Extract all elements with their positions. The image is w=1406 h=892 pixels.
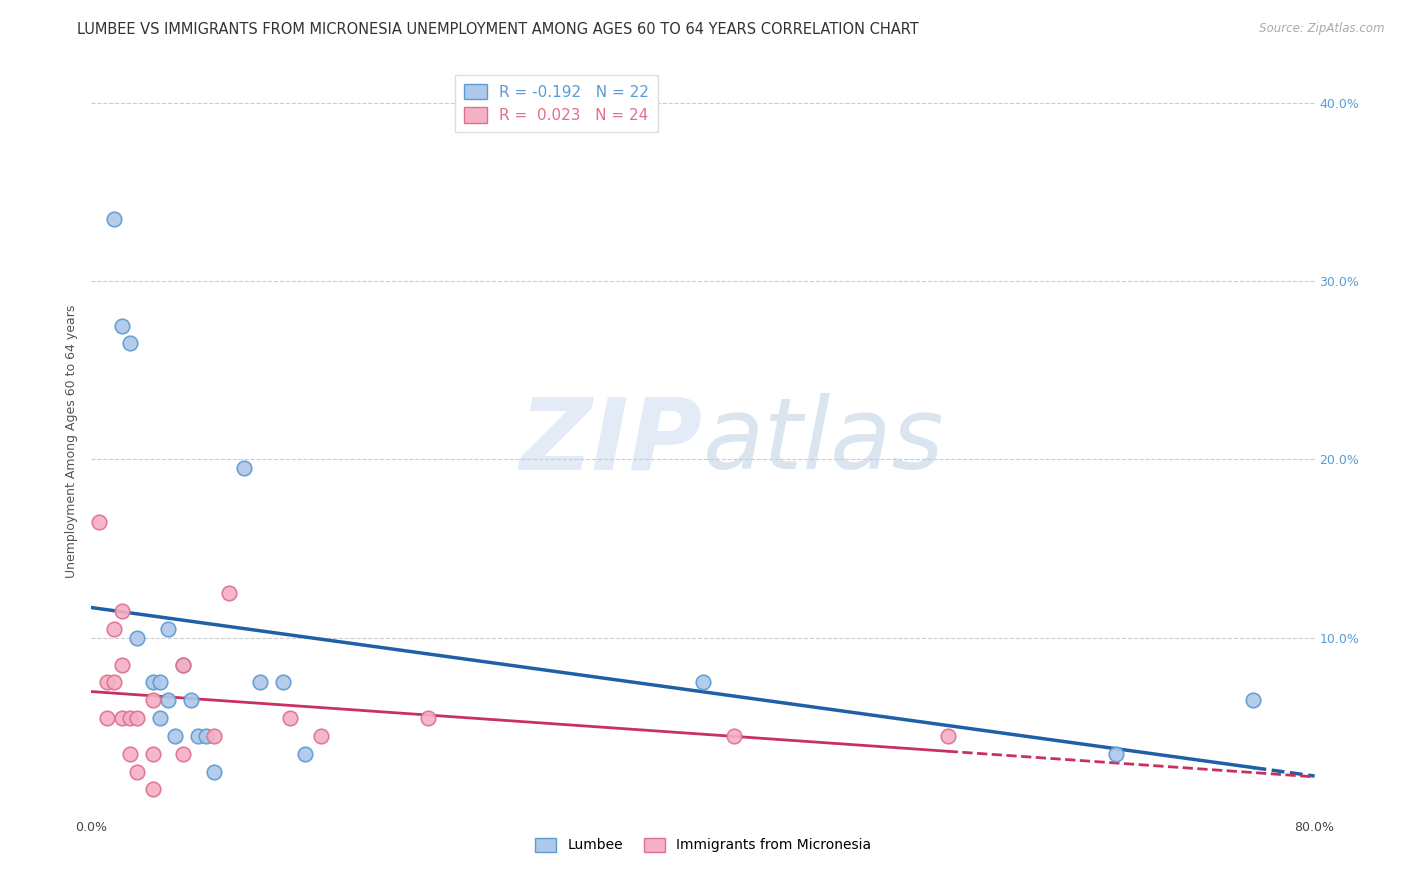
Point [180,693,202,707]
Point [936,729,959,743]
Point [103,211,125,226]
Point [249,675,271,690]
Point [103,675,125,690]
Point [195,729,218,743]
Point [309,729,332,743]
Point [141,693,163,707]
Point [127,764,149,779]
Point [96,711,118,725]
Point [218,586,240,600]
Point [111,318,134,333]
Point [723,729,745,743]
Point [172,747,194,761]
Text: ZIP: ZIP [520,393,703,490]
Point [111,657,134,672]
Point [111,604,134,618]
Point [692,675,714,690]
Point [1243,693,1265,707]
Text: LUMBEE VS IMMIGRANTS FROM MICRONESIA UNEMPLOYMENT AMONG AGES 60 TO 64 YEARS CORR: LUMBEE VS IMMIGRANTS FROM MICRONESIA UNE… [77,22,920,37]
Point [172,657,194,672]
Point [1105,747,1128,761]
Point [156,693,179,707]
Point [187,729,209,743]
Point [118,336,141,351]
Y-axis label: Unemployment Among Ages 60 to 64 years: Unemployment Among Ages 60 to 64 years [65,305,79,578]
Point [271,675,294,690]
Point [149,675,172,690]
Point [202,764,225,779]
Point [141,782,163,797]
Point [172,657,194,672]
Point [96,675,118,690]
Point [294,747,316,761]
Point [103,622,125,636]
Point [118,711,141,725]
Point [118,747,141,761]
Point [149,711,172,725]
Point [202,729,225,743]
Point [141,747,163,761]
Point [416,711,439,725]
Point [111,711,134,725]
Text: Source: ZipAtlas.com: Source: ZipAtlas.com [1260,22,1385,36]
Legend: Lumbee, Immigrants from Micronesia: Lumbee, Immigrants from Micronesia [530,832,876,858]
Point [127,711,149,725]
Point [141,675,163,690]
Point [233,461,256,475]
Point [165,729,187,743]
Text: atlas: atlas [703,393,945,490]
Point [278,711,301,725]
Point [156,622,179,636]
Point [87,515,110,529]
Point [127,631,149,645]
